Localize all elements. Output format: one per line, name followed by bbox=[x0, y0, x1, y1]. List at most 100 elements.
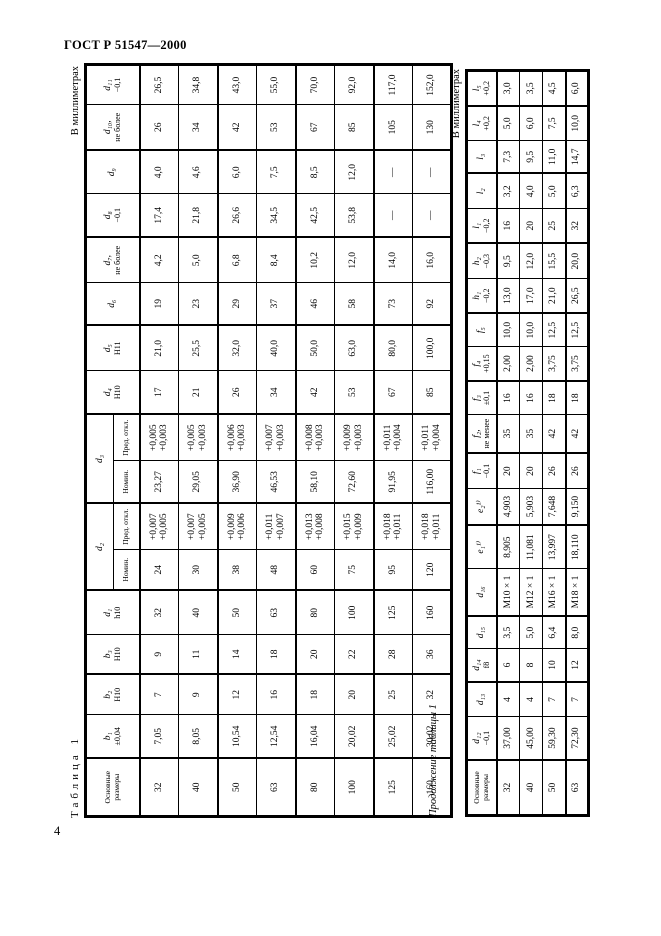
data-cell: +0,007 +0,005 bbox=[139, 503, 179, 550]
data-cell: 42 bbox=[565, 414, 589, 454]
header-cell: d₇, не более bbox=[85, 237, 140, 283]
data-cell: 72,30 bbox=[565, 716, 589, 760]
data-cell: 7,05 bbox=[139, 714, 179, 759]
data-cell: 46,53 bbox=[256, 460, 296, 504]
data-cell: 4 bbox=[519, 681, 543, 717]
data-cell: 11,081 bbox=[519, 525, 543, 569]
table-row: 100 20,02 20 22 100 75 +0,015 +0,009 72,60 +0,00… bbox=[334, 64, 374, 817]
data-cell: 25 bbox=[373, 674, 413, 715]
data-cell: 42,5 bbox=[295, 193, 335, 238]
header-cell: l₅ +0,2 bbox=[466, 70, 497, 106]
header-cell: Основные размеры bbox=[466, 759, 497, 816]
header-cell: l₃ bbox=[466, 140, 497, 174]
data-cell: 15,5 bbox=[542, 243, 566, 279]
data-cell: +0,011 +0,007 bbox=[256, 503, 296, 550]
data-cell: 7,5 bbox=[256, 150, 296, 194]
data-cell: 12,0 bbox=[334, 237, 374, 283]
data-cell: 2,00 bbox=[496, 346, 520, 382]
data-cell: 26 bbox=[139, 104, 179, 151]
data-cell: 10,2 bbox=[295, 237, 335, 283]
data-cell: 29,05 bbox=[178, 460, 218, 504]
data-cell: 23,27 bbox=[139, 460, 179, 504]
data-cell: 4,6 bbox=[178, 150, 218, 194]
data-cell: 20 bbox=[519, 453, 543, 489]
table1-caption: Таблица 1 bbox=[69, 734, 81, 818]
header-cell: d₉ bbox=[85, 150, 140, 194]
data-cell: 7 bbox=[565, 681, 589, 717]
data-cell: 9 bbox=[139, 634, 179, 675]
data-cell: 25 bbox=[542, 208, 566, 244]
data-cell: 25,02 bbox=[373, 714, 413, 759]
data-cell: 48 bbox=[256, 549, 296, 591]
data-cell: 40 bbox=[178, 758, 218, 817]
header-cell: d₁₆ bbox=[466, 568, 497, 616]
data-cell: 42 bbox=[295, 370, 335, 415]
data-cell: 4,903 bbox=[496, 488, 520, 526]
data-cell: M12 × 1 bbox=[519, 568, 543, 616]
data-cell: 10,54 bbox=[217, 714, 257, 759]
table-row: 40 45,00 4 8 5,0 M12 × 1 11,081 5,903 20 35 16 2,00… bbox=[519, 70, 543, 816]
data-cell: 6,8 bbox=[217, 237, 257, 283]
data-cell: 73 bbox=[373, 282, 413, 326]
header-cell: h₁ −0,2 bbox=[466, 278, 497, 314]
data-cell: 16 bbox=[256, 674, 296, 715]
header-cell: d₂ bbox=[85, 503, 114, 591]
data-cell: 63 bbox=[256, 758, 296, 817]
data-cell: 50,0 bbox=[295, 325, 335, 371]
table-row: 32 7,05 7 9 32 24 +0,007 +0,005 23,27 +0,005 +0,… bbox=[139, 64, 179, 817]
data-cell: 21,0 bbox=[139, 325, 179, 371]
data-cell: 7,648 bbox=[542, 488, 566, 526]
data-cell: +0,018 +0,011 bbox=[373, 503, 413, 550]
data-cell: 4,0 bbox=[139, 150, 179, 194]
header-cell: h₂ −0,3 bbox=[466, 243, 497, 279]
data-cell: 14,0 bbox=[373, 237, 413, 283]
data-cell: 8,4 bbox=[256, 237, 296, 283]
data-cell: +0,009 +0,006 bbox=[217, 503, 257, 550]
data-cell: 21,0 bbox=[542, 278, 566, 314]
data-cell: 38 bbox=[217, 549, 257, 591]
header-cell: d₁₄ f8 bbox=[466, 648, 497, 682]
header-cell: d₁₂ −0,1 bbox=[466, 716, 497, 760]
table2-caption: Продолжение таблицы 1 bbox=[428, 704, 439, 817]
data-cell: 26,5 bbox=[139, 64, 179, 105]
data-cell: +0,007 +0,003 bbox=[256, 414, 296, 461]
header-cell: d₆ bbox=[85, 282, 140, 326]
data-cell: 7,3 bbox=[496, 140, 520, 174]
data-cell: 58,10 bbox=[295, 460, 335, 504]
data-cell: 125 bbox=[373, 590, 413, 635]
data-cell: 5,0 bbox=[496, 105, 520, 141]
data-cell: 16 bbox=[519, 381, 543, 415]
data-cell: 3,0 bbox=[496, 70, 520, 106]
table1: Основные размеры b₁ ±0,04 b₂ H10 b₃ H10 d₁ h10 d₂… bbox=[84, 63, 453, 818]
data-cell: 12,0 bbox=[519, 243, 543, 279]
page-number: 4 bbox=[54, 824, 61, 838]
data-cell: 17,4 bbox=[139, 193, 179, 238]
data-cell: 8,5 bbox=[295, 150, 335, 194]
data-cell: 3,75 bbox=[542, 346, 566, 382]
data-cell: +0,009 +0,003 bbox=[334, 414, 374, 461]
data-cell: 35 bbox=[496, 414, 520, 454]
table-row: 50 10,54 12 14 50 38 +0,009 +0,006 36,90 +0,006 … bbox=[217, 64, 257, 817]
data-cell: 16,04 bbox=[295, 714, 335, 759]
data-cell: 20 bbox=[519, 208, 543, 244]
data-cell: 125 bbox=[373, 758, 413, 817]
data-cell: 32 bbox=[565, 208, 589, 244]
data-cell: 7 bbox=[139, 674, 179, 715]
data-cell: +0,005 +0,003 bbox=[178, 414, 218, 461]
header-cell: b₃ H10 bbox=[85, 634, 140, 675]
data-cell: 26,5 bbox=[565, 278, 589, 314]
data-cell: 12,5 bbox=[542, 313, 566, 347]
data-cell: 92,0 bbox=[334, 64, 374, 105]
data-cell: 40 bbox=[519, 759, 543, 816]
data-cell: 24 bbox=[139, 549, 179, 591]
data-cell: 30 bbox=[178, 549, 218, 591]
header-cell: Номин. bbox=[113, 549, 140, 591]
header-cell: Пред. откл. bbox=[113, 414, 140, 461]
data-cell: 13,0 bbox=[496, 278, 520, 314]
data-cell: 10,0 bbox=[565, 105, 589, 141]
data-cell: 9 bbox=[178, 674, 218, 715]
header-cell: Основные размеры bbox=[85, 758, 140, 817]
data-cell: 26,6 bbox=[217, 193, 257, 238]
header-cell: l₁ −0,2 bbox=[466, 208, 497, 244]
data-cell: 35 bbox=[519, 414, 543, 454]
